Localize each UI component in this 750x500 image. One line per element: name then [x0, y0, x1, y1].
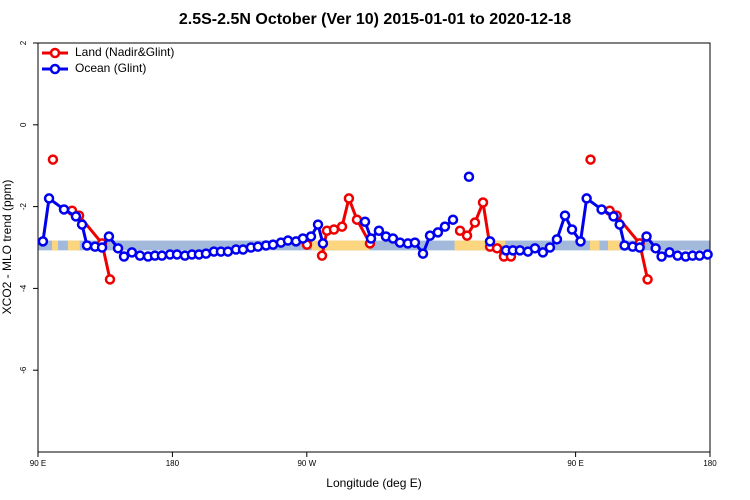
data-point [566, 224, 578, 235]
data-point [58, 204, 70, 215]
y-axis-label: XCO2 - MLO trend (ppm) [0, 180, 14, 315]
data-point [641, 231, 652, 242]
data-point [81, 240, 93, 251]
data-point [439, 221, 451, 232]
data-point [585, 154, 596, 165]
y-tick-label: -6 [19, 366, 28, 374]
data-point [544, 242, 556, 253]
data-point [343, 193, 355, 204]
data-point [134, 250, 146, 261]
data-point [596, 204, 607, 215]
land-band [67, 240, 80, 251]
data-point [312, 219, 324, 230]
data-point [514, 245, 526, 256]
data-point [447, 214, 459, 225]
data-point [581, 193, 592, 204]
legend-label: Ocean (Glint) [75, 61, 146, 75]
data-point [469, 217, 481, 228]
data-point [171, 249, 183, 260]
data-point [477, 197, 489, 208]
data-point [351, 214, 363, 225]
data-point [463, 171, 475, 182]
data-point [454, 225, 466, 236]
data-point [112, 243, 124, 254]
data-point [619, 240, 630, 251]
data-point [297, 233, 309, 244]
x-tick-label: 90 E [30, 459, 46, 468]
y-tick-label: -2 [19, 202, 28, 210]
data-point [43, 193, 55, 204]
data-point [104, 274, 116, 285]
data-point [614, 219, 625, 230]
data-point [537, 247, 549, 258]
chart-title: 2.5S-2.5N October (Ver 10) 2015-01-01 to… [179, 11, 571, 28]
x-axis-label: Longitude (deg E) [326, 476, 421, 490]
data-point [484, 236, 496, 247]
data-point [96, 242, 108, 253]
data-point [156, 250, 168, 261]
data-point [37, 236, 49, 247]
data-point [529, 243, 541, 254]
data-point [656, 251, 667, 262]
data-point [702, 249, 713, 260]
data-point [608, 211, 619, 222]
data-point [634, 242, 645, 253]
data-point [359, 216, 371, 227]
data-point [491, 243, 503, 254]
data-point [575, 236, 586, 247]
legend-label: Land (Nadir&Glint) [75, 45, 174, 59]
land-band [589, 240, 600, 251]
data-point [461, 230, 473, 241]
y-tick-label: 2 [19, 40, 28, 45]
data-point [672, 250, 683, 261]
data-point [252, 241, 264, 252]
legend-marker [49, 47, 61, 59]
x-tick-label: 180 [166, 459, 180, 468]
data-point [409, 237, 421, 248]
data-point [650, 243, 661, 254]
data-point [316, 250, 328, 261]
land-band [608, 240, 620, 251]
data-point [664, 247, 675, 258]
legend-marker [49, 63, 61, 75]
data-point [118, 251, 130, 262]
y-tick-label: 0 [19, 122, 28, 127]
data-point [47, 154, 59, 165]
data-point [417, 248, 429, 259]
data-point [76, 219, 88, 230]
data-point [373, 225, 385, 236]
x-tick-label: 90 E [567, 459, 583, 468]
land-band [312, 240, 370, 251]
data-point [222, 246, 234, 257]
y-tick-label: -4 [19, 284, 28, 292]
data-point [365, 233, 377, 244]
data-point [126, 247, 138, 258]
x-tick-label: 180 [703, 459, 717, 468]
data-point [328, 224, 340, 235]
data-point [551, 234, 563, 245]
data-point [432, 227, 444, 238]
data-point [559, 210, 571, 221]
plot-frame [37, 42, 711, 453]
data-point [694, 250, 705, 261]
land-band [454, 240, 506, 251]
data-point [70, 211, 82, 222]
data-point [317, 238, 329, 249]
data-point [336, 221, 348, 232]
land-band [52, 240, 59, 251]
data-point [642, 274, 653, 285]
data-point [282, 235, 294, 246]
data-point [103, 231, 115, 242]
x-tick-label: 90 W [297, 459, 316, 468]
data-point [305, 231, 317, 242]
